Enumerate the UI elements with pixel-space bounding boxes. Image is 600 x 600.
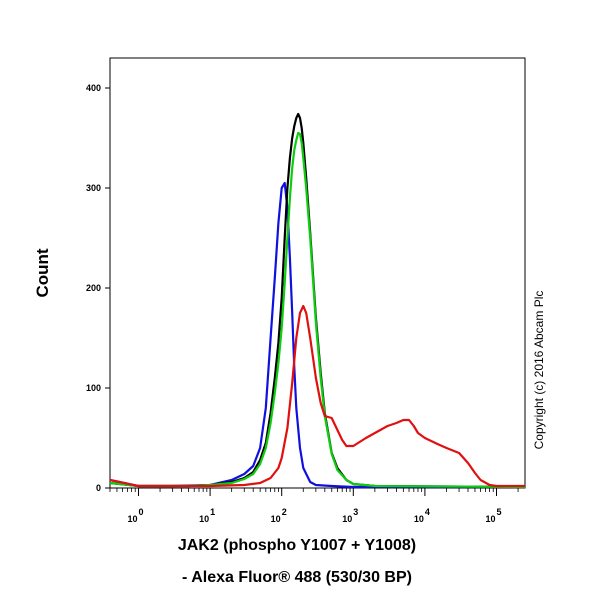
series-layer xyxy=(109,112,526,489)
y-tick-label: 100 xyxy=(86,383,101,393)
y-axis-title: Count xyxy=(33,248,52,297)
x-tick-label: 10 xyxy=(414,514,424,524)
series-line-3 xyxy=(109,304,525,488)
y-tick-label: 0 xyxy=(96,483,101,493)
x-axis-title-line2: - Alexa Fluor® 488 (530/30 BP) xyxy=(182,569,412,586)
x-tick-exponent: 4 xyxy=(425,507,430,517)
x-tick-label: 10 xyxy=(127,514,137,524)
copyright-text: Copyright (c) 2016 Abcam Plc xyxy=(532,291,546,450)
x-axis-title-line1: JAK2 (phospho Y1007 + Y1008) xyxy=(178,537,416,554)
x-tick-exponent: 5 xyxy=(497,507,502,517)
x-tick-exponent: 0 xyxy=(138,507,143,517)
y-tick-label: 300 xyxy=(86,183,101,193)
series-line-2 xyxy=(109,131,526,489)
x-tick-label: 10 xyxy=(271,514,281,524)
x-tick-label: 10 xyxy=(199,514,209,524)
y-tick-label: 200 xyxy=(86,283,101,293)
x-tick-exponent: 2 xyxy=(282,507,287,517)
x-tick-exponent: 1 xyxy=(210,507,215,517)
y-tick-label: 400 xyxy=(86,83,101,93)
series-line-0 xyxy=(109,181,525,489)
x-tick-exponent: 3 xyxy=(353,507,358,517)
plot-frame xyxy=(109,57,526,489)
x-tick-label: 10 xyxy=(342,514,352,524)
y-axis: 0 100 200 300 400 xyxy=(86,83,110,493)
x-tick-label: 10 xyxy=(485,514,495,524)
